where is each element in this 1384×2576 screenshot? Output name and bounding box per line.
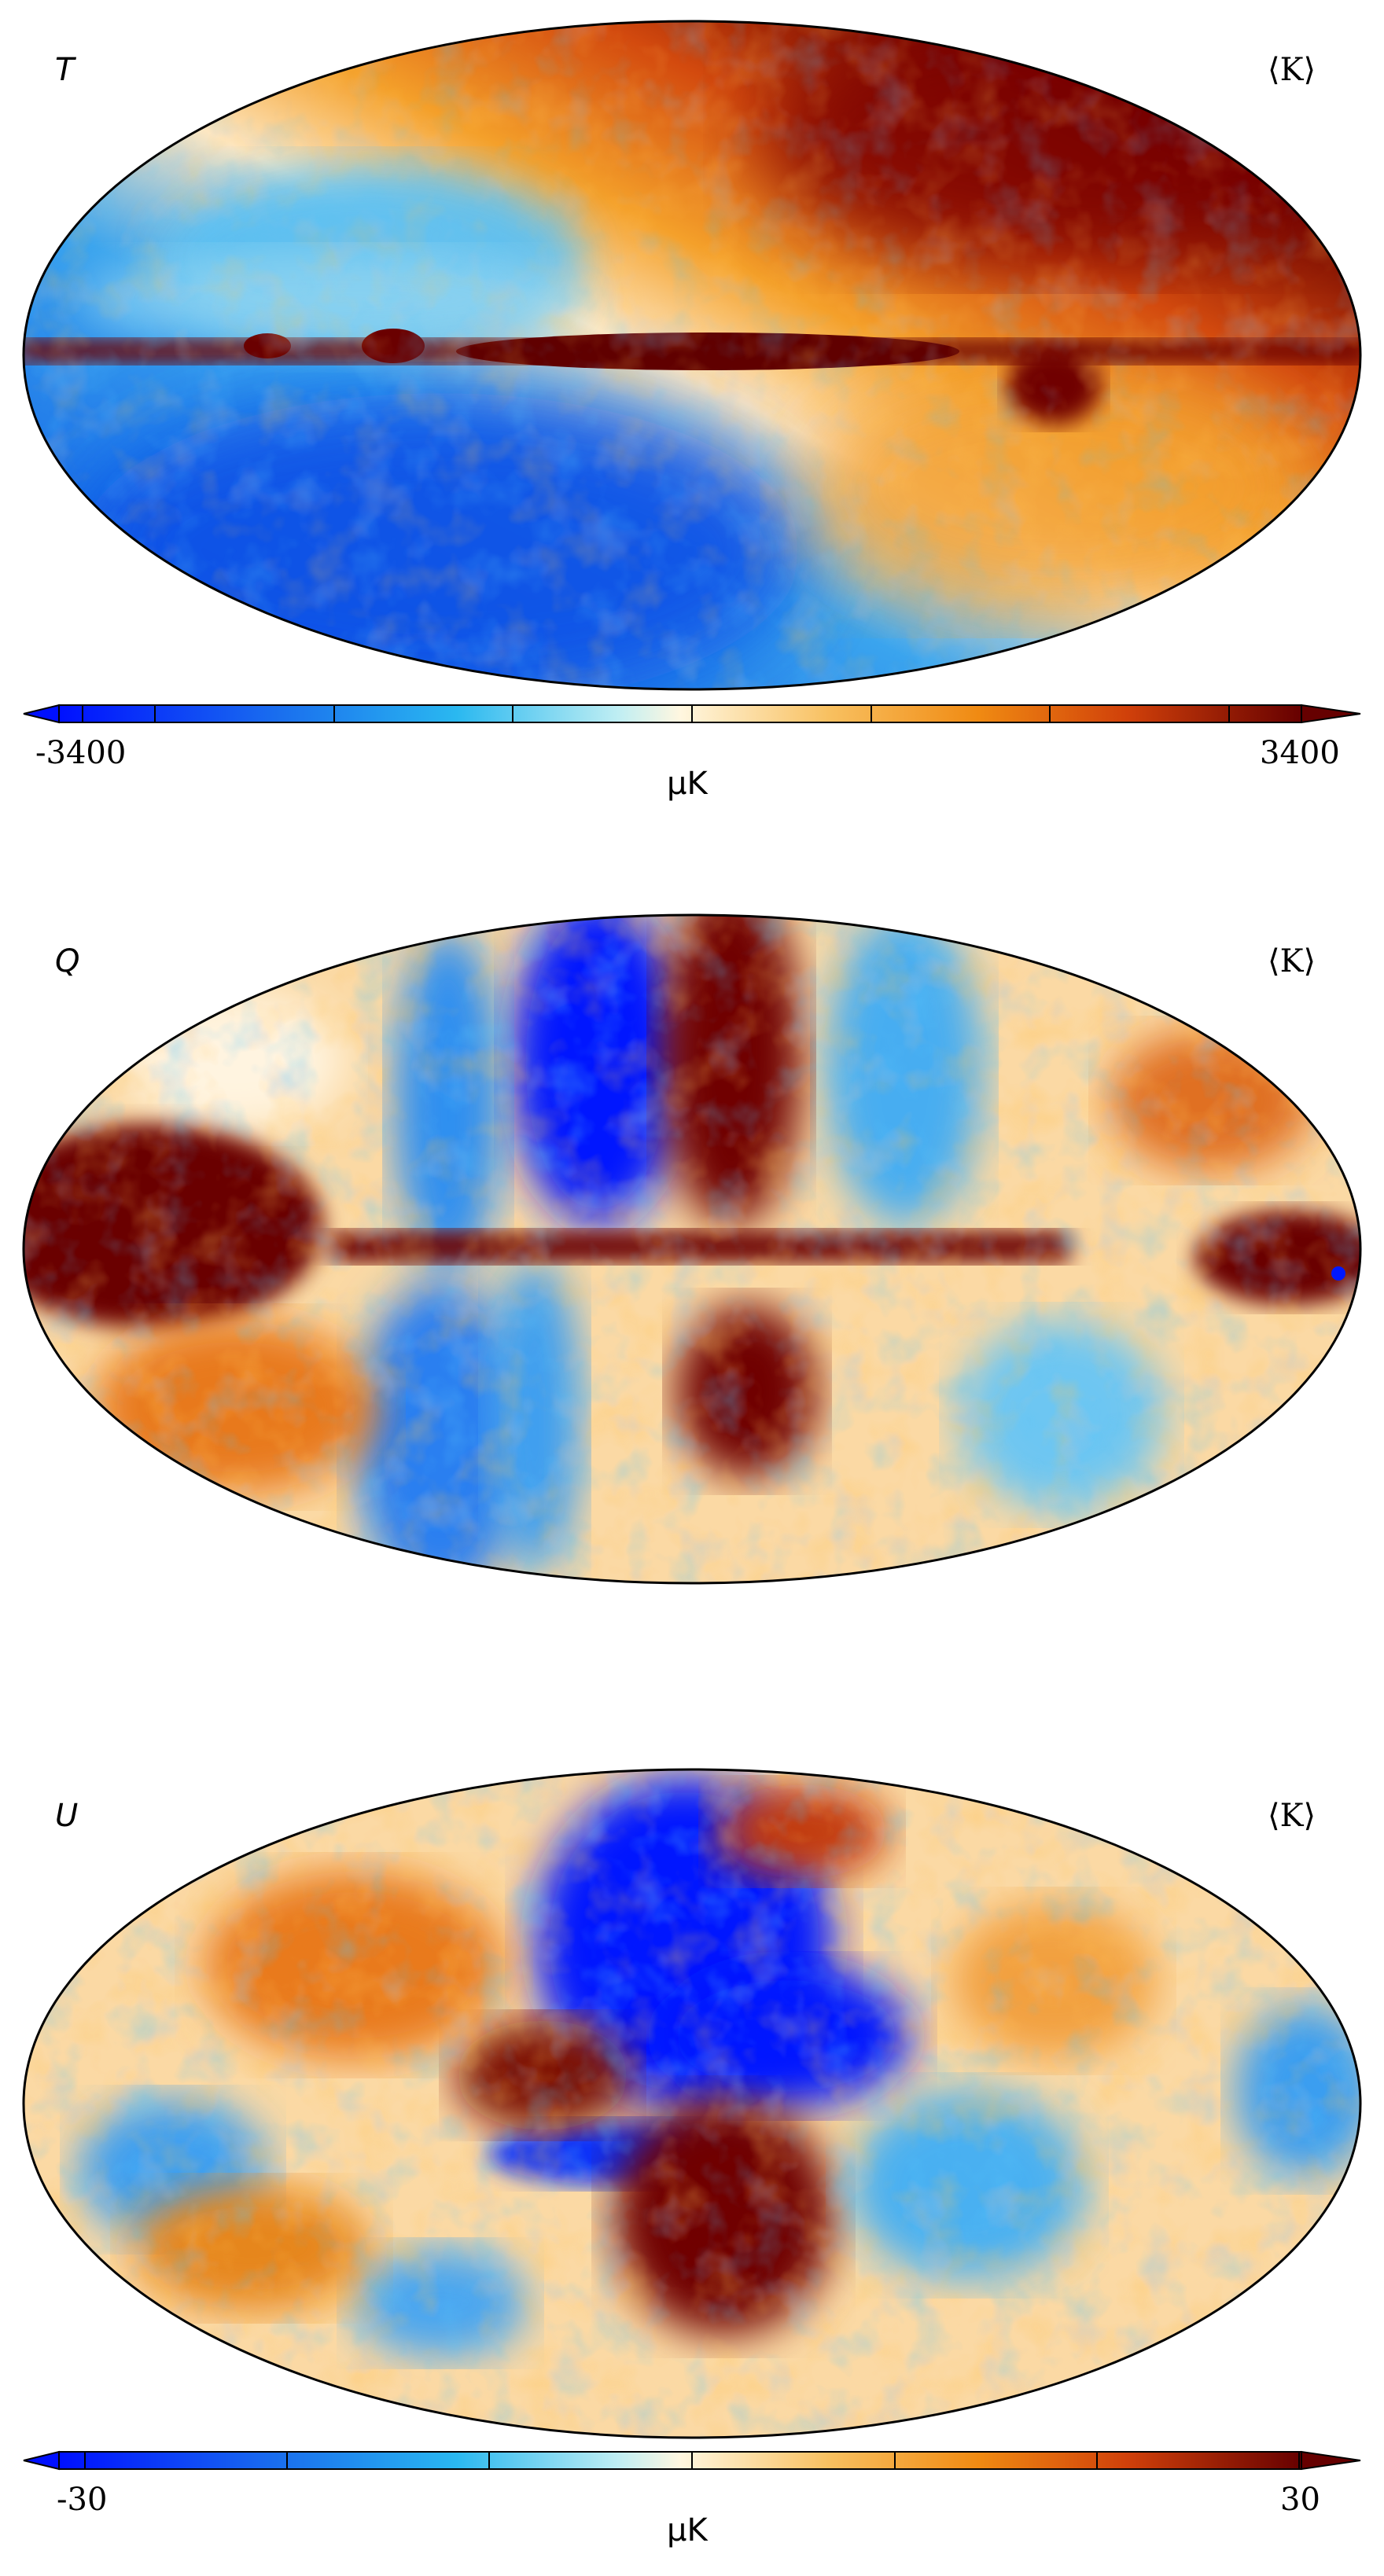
u-colorbar: [23, 2450, 1361, 2471]
t-freq-label: ⟨K⟩: [1268, 52, 1316, 88]
q-freq-label: ⟨K⟩: [1268, 943, 1316, 979]
t-colorbar-unit: μK: [667, 766, 708, 802]
u-colorbar-min: -30: [57, 2482, 108, 2518]
q-map: [22, 913, 1362, 1585]
t-colorbar-min: -3400: [35, 735, 127, 771]
u-map: [22, 1768, 1362, 2439]
u-panel-label: U: [55, 1798, 79, 1834]
u-freq-label: ⟨K⟩: [1268, 1798, 1316, 1834]
t-map: [22, 20, 1362, 691]
u-colorbar-unit: μK: [667, 2512, 708, 2548]
u-colorbar-max: 30: [1280, 2482, 1320, 2518]
q-panel-label: Q: [55, 943, 80, 979]
t-colorbar: [23, 704, 1361, 724]
t-panel-label: T: [55, 52, 75, 88]
t-colorbar-max: 3400: [1260, 735, 1340, 771]
